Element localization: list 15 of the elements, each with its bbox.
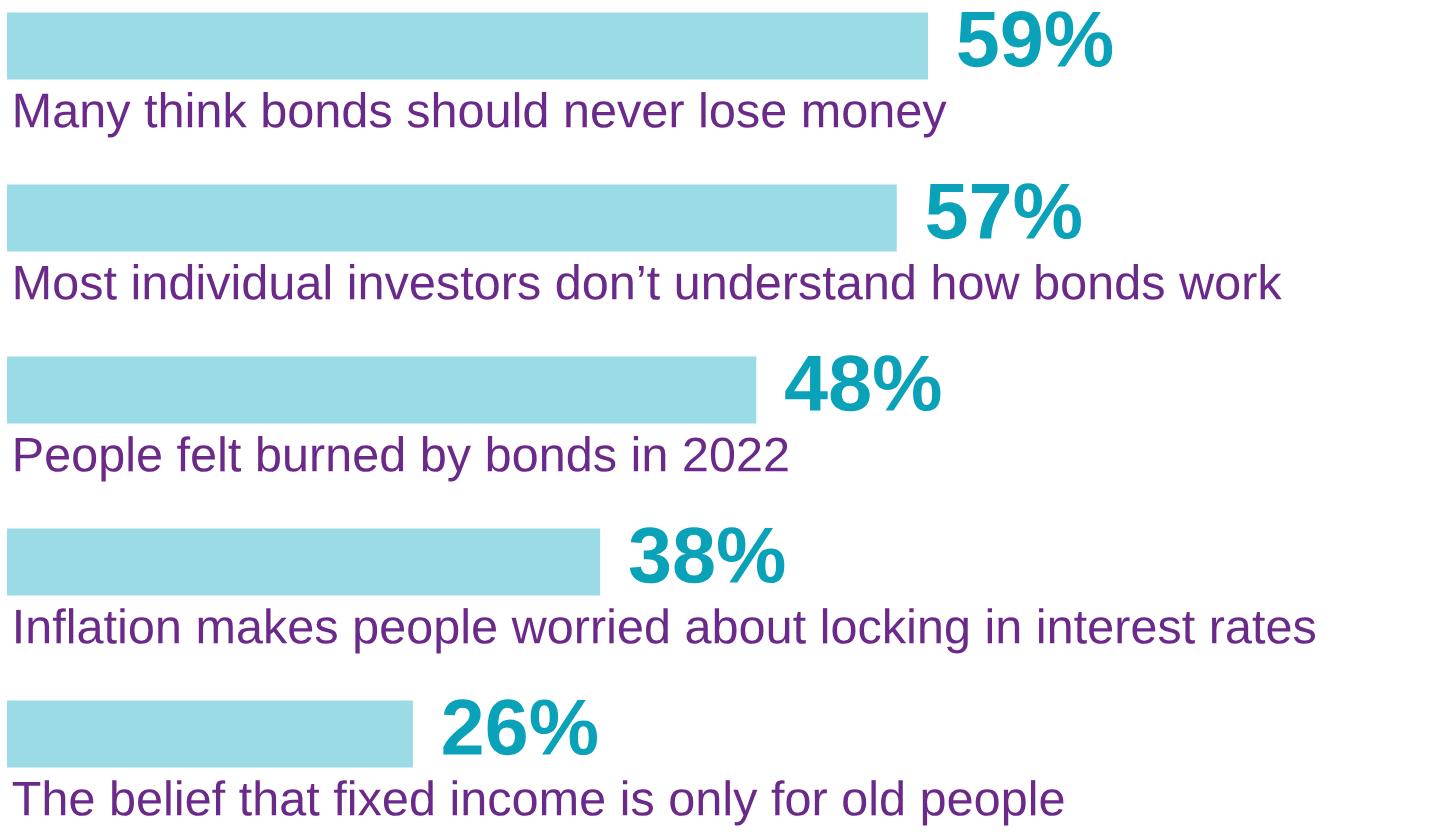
y-tick-label: Inflation makes people worried about locking in interest rates: [16, 608, 1316, 654]
y-tick-label: People felt burned by bonds in 2022: [15, 436, 788, 482]
data-label: 38%: [629, 527, 785, 584]
y-tick-label: Many think bonds should never lose money: [15, 92, 947, 138]
data-label: 26%: [443, 699, 598, 756]
bar: [7, 528, 601, 596]
data-label: 57%: [926, 183, 1081, 240]
bar: [7, 356, 757, 424]
y-tick-label: The belief that fixed income is only for old people: [12, 780, 1064, 826]
bar: [7, 700, 413, 768]
y-tick-label: Most individual investors don’t understand how bonds work: [15, 264, 1282, 300]
bar: [7, 12, 928, 80]
data-label: 59%: [958, 11, 1113, 68]
data-label: 48%: [785, 355, 941, 412]
bar: [7, 184, 897, 252]
